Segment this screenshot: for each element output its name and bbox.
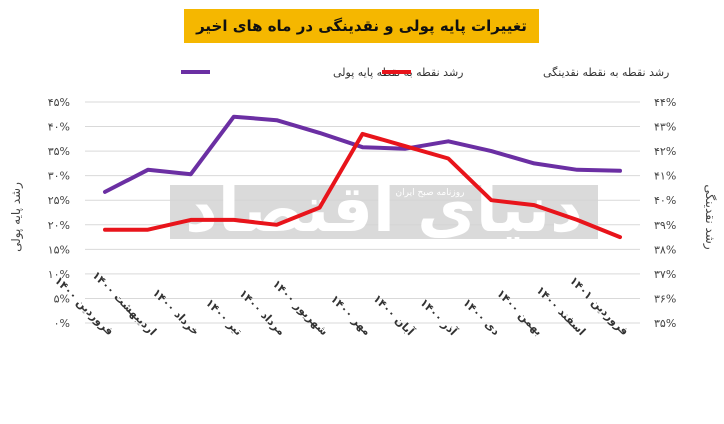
chart-title: تغییرات پایه پولی و نقدینگی در ماه های ا…	[184, 9, 539, 43]
right-axis-title: رشد نقدینگی	[702, 184, 717, 249]
legend-label-liquidity: رشد نقطه به نقطه نقدینگی	[543, 66, 669, 79]
right-tick-label: ۳۹%	[654, 219, 676, 232]
right-tick-label: ۴۲%	[654, 145, 676, 158]
watermark-band	[170, 185, 598, 239]
category-label: دی ۱۴۰۰	[460, 296, 502, 338]
right-axis-ticks: ۳۵% ۳۶% ۳۷% ۳۸% ۳۹% ۴۰% ۴۱% ۴۲% ۴۳% ۴۴%	[654, 96, 676, 330]
right-tick-label: ۳۵%	[654, 317, 676, 330]
left-tick-label: ۴۰%	[48, 121, 70, 134]
right-tick-label: ۳۸%	[654, 243, 676, 256]
right-tick-label: ۴۳%	[654, 121, 676, 134]
right-tick-label: ۴۰%	[654, 194, 676, 207]
right-tick-label: ۴۱%	[654, 170, 676, 183]
right-tick-label: ۴۴%	[654, 96, 676, 109]
legend: رشد نقطه به نقطه پایه پولی رشد نقطه به ن…	[181, 66, 669, 79]
category-label: آذر ۱۴۰۰	[417, 295, 460, 338]
right-tick-label: ۳۶%	[654, 292, 676, 305]
left-tick-label: ۵%	[54, 292, 70, 305]
left-tick-label: ۳۵%	[48, 145, 70, 158]
left-tick-label: ۱۰%	[48, 268, 70, 281]
category-label: خرداد ۱۴۰۰	[150, 286, 202, 338]
watermark-tagline: روزنامه صبح ایران	[396, 188, 465, 198]
watermark: دنیای اقتصاد روزنامه صبح ایران	[170, 173, 598, 247]
category-label: تیر ۱۴۰۰	[203, 296, 245, 338]
left-tick-label: ۳۰%	[48, 170, 70, 183]
series-line-liquidity	[103, 131, 622, 240]
right-tick-label: ۳۷%	[654, 268, 676, 281]
series-line-monetary-base	[103, 114, 622, 194]
left-tick-label: ۲۰%	[48, 219, 70, 232]
category-label: مهر ۱۴۰۰	[328, 292, 374, 338]
left-tick-label: ۱۵%	[48, 243, 70, 256]
series-lines	[103, 114, 622, 240]
left-tick-label: ۴۵%	[48, 96, 70, 109]
left-tick-label: ۲۵%	[48, 194, 70, 207]
watermark-brand: دنیای اقتصاد	[185, 173, 583, 247]
left-axis-title: رشد پایه پولی	[9, 182, 24, 252]
left-axis-ticks: ۰% ۵% ۱۰% ۱۵% ۲۰% ۲۵% ۳۰% ۳۵% ۴۰% ۴۵%	[48, 96, 70, 330]
left-tick-label: ۰%	[54, 317, 70, 330]
